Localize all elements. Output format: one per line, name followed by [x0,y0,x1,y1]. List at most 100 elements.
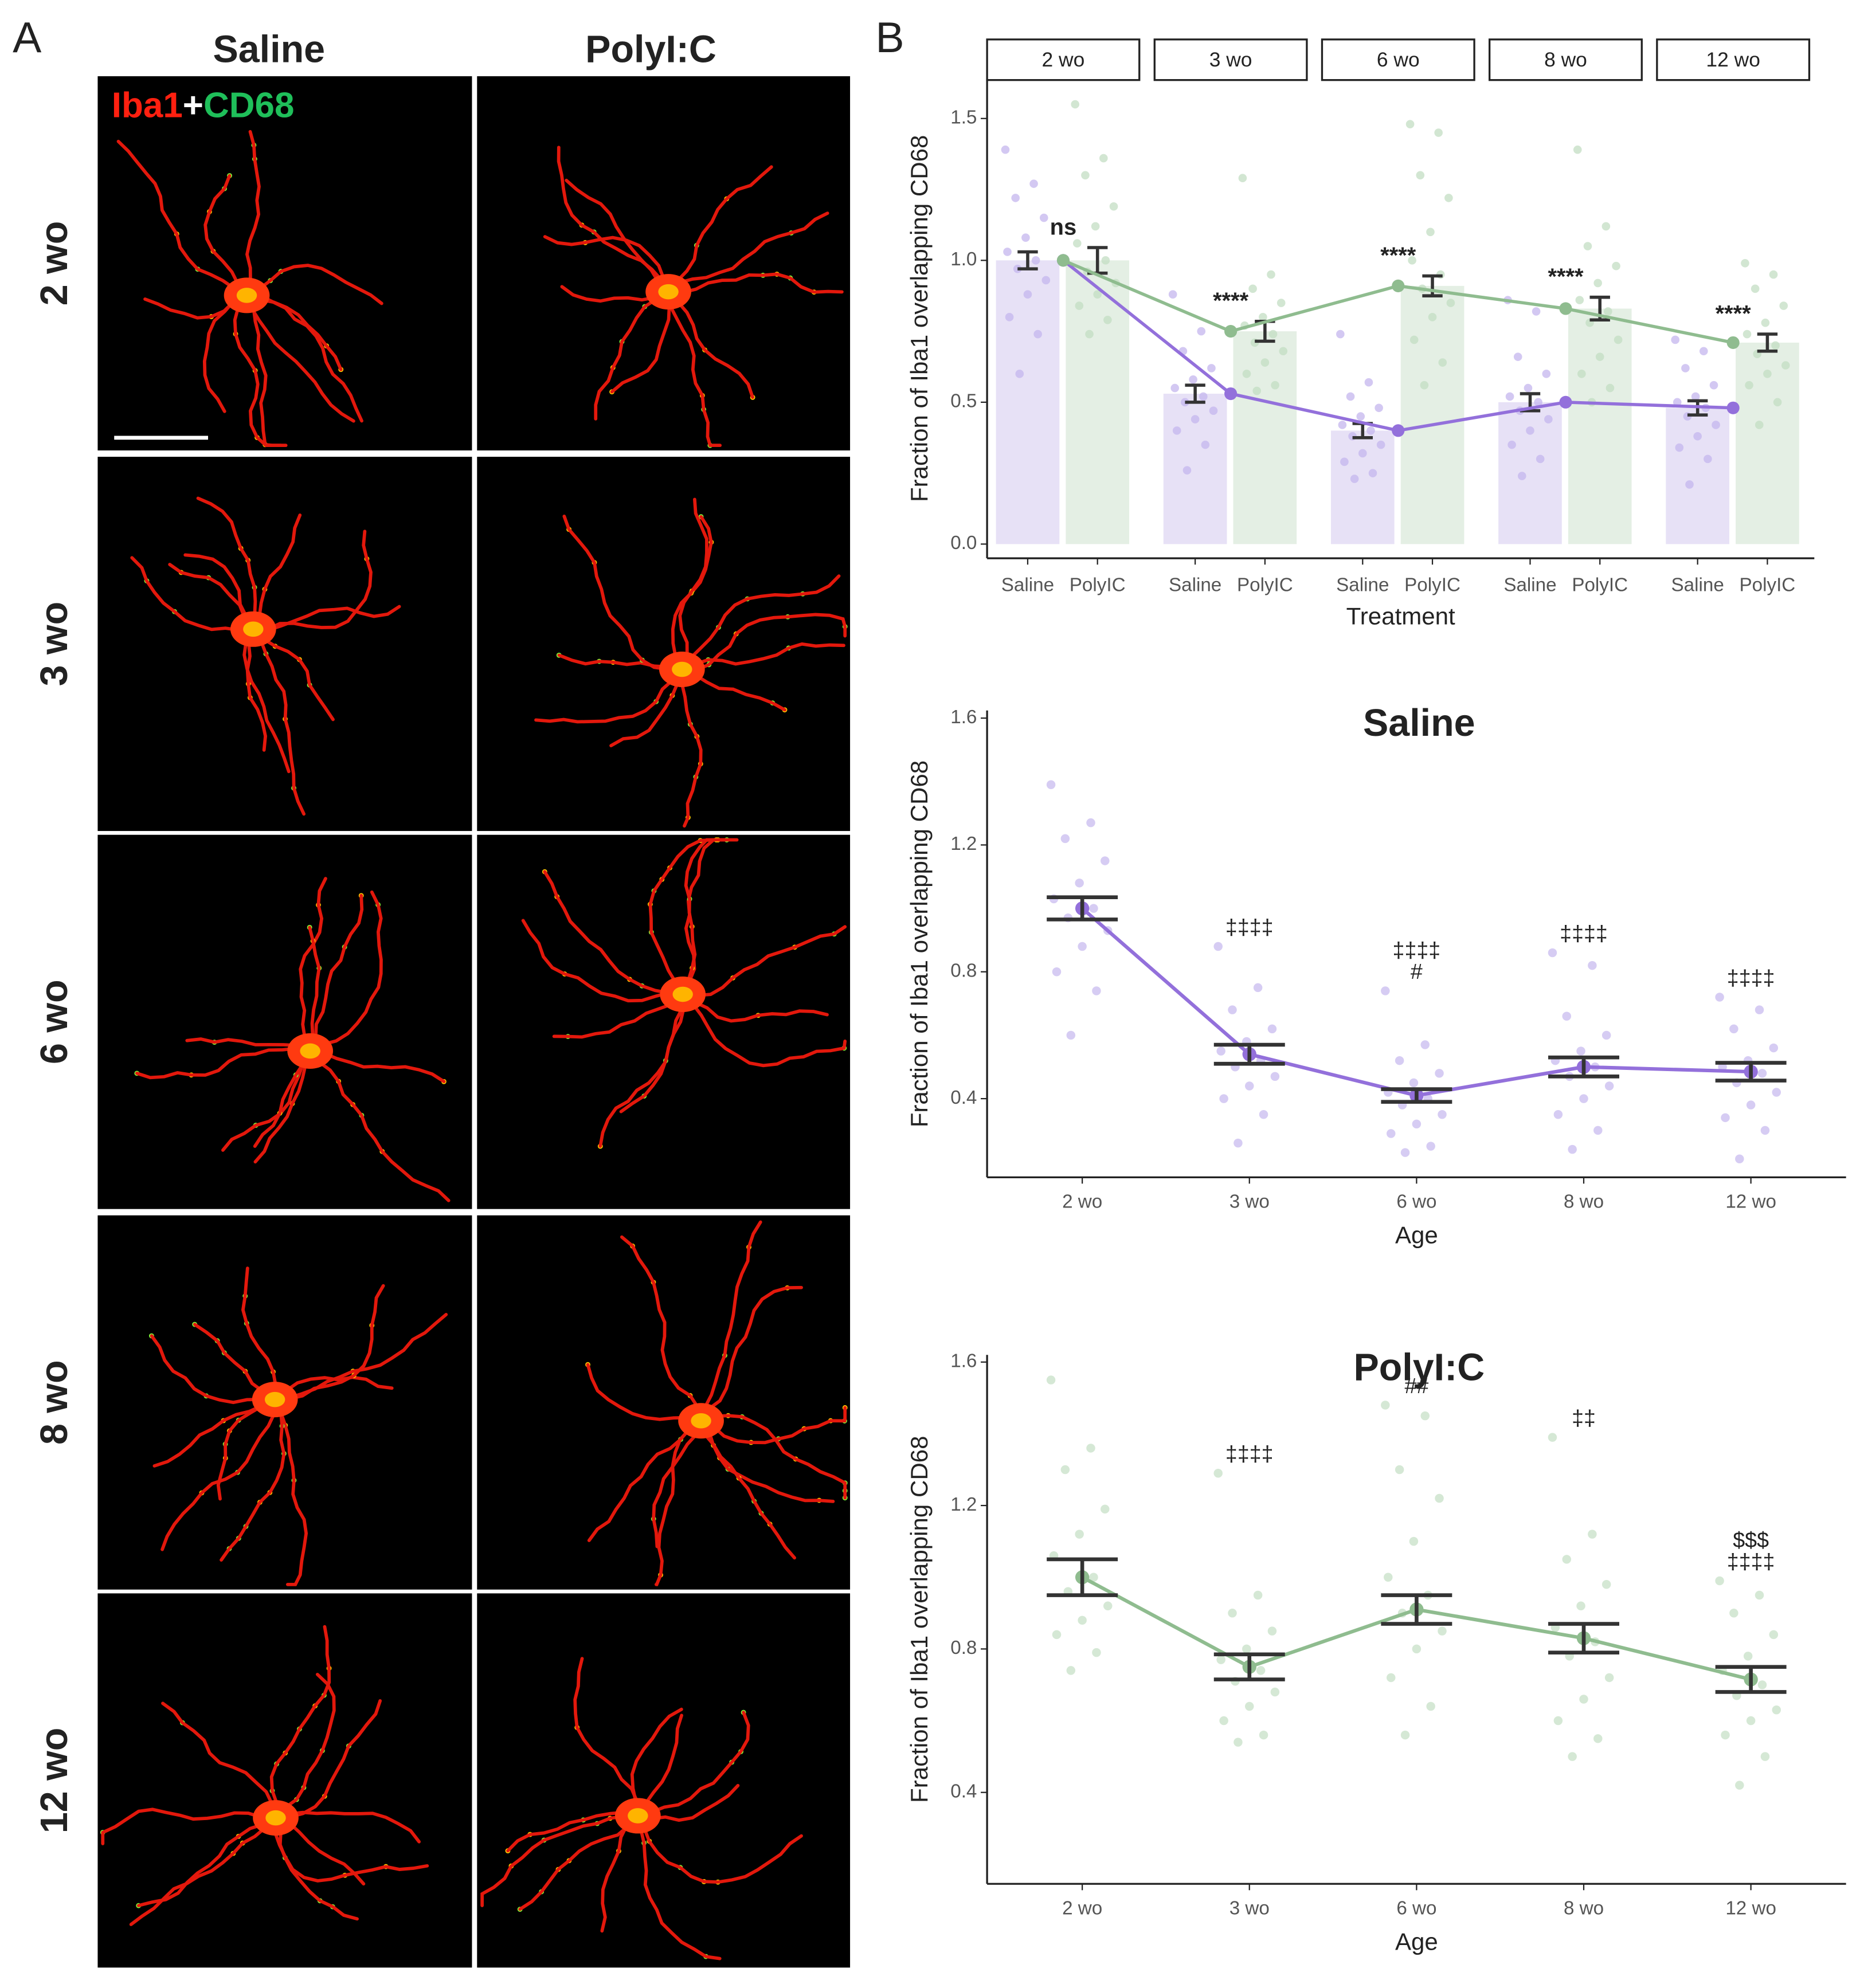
data-point [1721,1730,1730,1740]
data-point [1101,856,1110,865]
x-tick-label: 3 wo [1229,1191,1270,1212]
data-point [1340,457,1349,466]
chart-title: PolyI:C [1353,1346,1485,1389]
x-tick-label: Saline [1001,575,1054,596]
error-bar [1381,1087,1452,1104]
mean-line [1062,258,1734,344]
x-tick-label: PolyIC [1070,575,1126,596]
error-bar [1715,1665,1787,1694]
x-axis-title: Treatment [1346,602,1455,629]
data-point [1072,239,1082,248]
data-point [1046,1375,1056,1385]
data-point [1745,381,1753,390]
data-point [1364,378,1373,387]
bar [996,260,1060,544]
data-point [1746,1716,1756,1726]
cell-body-core [672,986,693,1002]
data-point [1685,480,1694,489]
data-point [1091,222,1100,231]
data-point [1601,1579,1611,1589]
data-point [1693,432,1702,441]
data-point [1416,171,1425,180]
data-point [1242,370,1251,378]
data-point [1420,381,1429,390]
row-label: 8 wo [33,1360,76,1445]
data-point [1336,330,1345,339]
y-tick-label: 0.8 [950,1637,977,1658]
cell-branch [251,513,302,631]
data-point [1524,383,1533,393]
mean-point [1224,325,1238,338]
data-point [1438,1626,1447,1636]
data-point [1755,421,1764,429]
bar [1330,430,1395,544]
data-point [1216,1046,1225,1056]
data-point [1576,1601,1585,1611]
cell-branch [196,496,257,631]
data-point [1548,1433,1557,1442]
cell-branch [135,1046,312,1080]
data-point [1387,1673,1396,1683]
data-point [1060,834,1070,844]
cell-branch [620,1235,703,1423]
data-point [1245,1081,1254,1091]
cell-branch [534,668,684,724]
data-point [1769,1043,1779,1053]
data-point [1267,1626,1277,1636]
chart-title: Saline [1363,702,1475,744]
cell-branch [619,993,686,1113]
cell-body-core [265,1810,286,1826]
x-tick-label: PolyIC [1237,575,1293,596]
data-point [1518,472,1526,480]
data-point [1338,421,1347,429]
bar [1568,308,1632,544]
cell-branch [273,1284,385,1402]
cell-body-core [672,661,692,677]
cell-body-core [236,288,257,303]
data-point [1086,818,1095,828]
data-point [1041,276,1051,285]
cell-body-core [628,1808,648,1824]
mean-point [1726,401,1740,414]
data-point [1356,412,1365,421]
cell-branch [251,530,373,632]
cell-branch [245,293,363,423]
data-point [1400,1148,1410,1157]
y-tick-label: 1.2 [950,1494,977,1515]
cell-branch [562,515,684,671]
data-point [1060,1465,1070,1475]
data-point [1270,1687,1280,1697]
facet-label: 2 wo [1042,48,1085,71]
data-point [1601,1030,1611,1040]
cell-branch [273,1816,429,1883]
data-point [1276,299,1286,307]
data-point [1075,301,1084,310]
data-point [1446,299,1455,307]
data-point [1593,279,1602,288]
mean-point [1056,254,1070,267]
cell-branch [600,1814,640,1933]
data-point [1011,194,1020,202]
data-point [1542,370,1551,378]
stain-label: Iba1+CD68 [112,86,295,126]
data-point [1408,256,1416,265]
data-point [1606,383,1615,393]
data-point [1568,1752,1577,1761]
error-bar [1213,1652,1285,1681]
data-point [1168,290,1177,299]
cell-branch [242,627,291,774]
data-point [1426,1142,1435,1151]
data-point [1086,1444,1095,1453]
data-point [1248,284,1257,293]
x-tick-label: 8 wo [1564,1191,1604,1212]
y-tick-label: 0.8 [950,960,977,982]
data-point [1412,1644,1422,1654]
significance-label: ‡‡‡‡ [1393,938,1441,962]
data-point [1046,780,1056,790]
data-point [1428,313,1437,321]
data-point [1553,1716,1563,1726]
x-tick-label: Saline [1503,575,1556,596]
data-point [1409,1536,1419,1546]
data-point [1673,398,1682,407]
data-point [1253,983,1263,993]
